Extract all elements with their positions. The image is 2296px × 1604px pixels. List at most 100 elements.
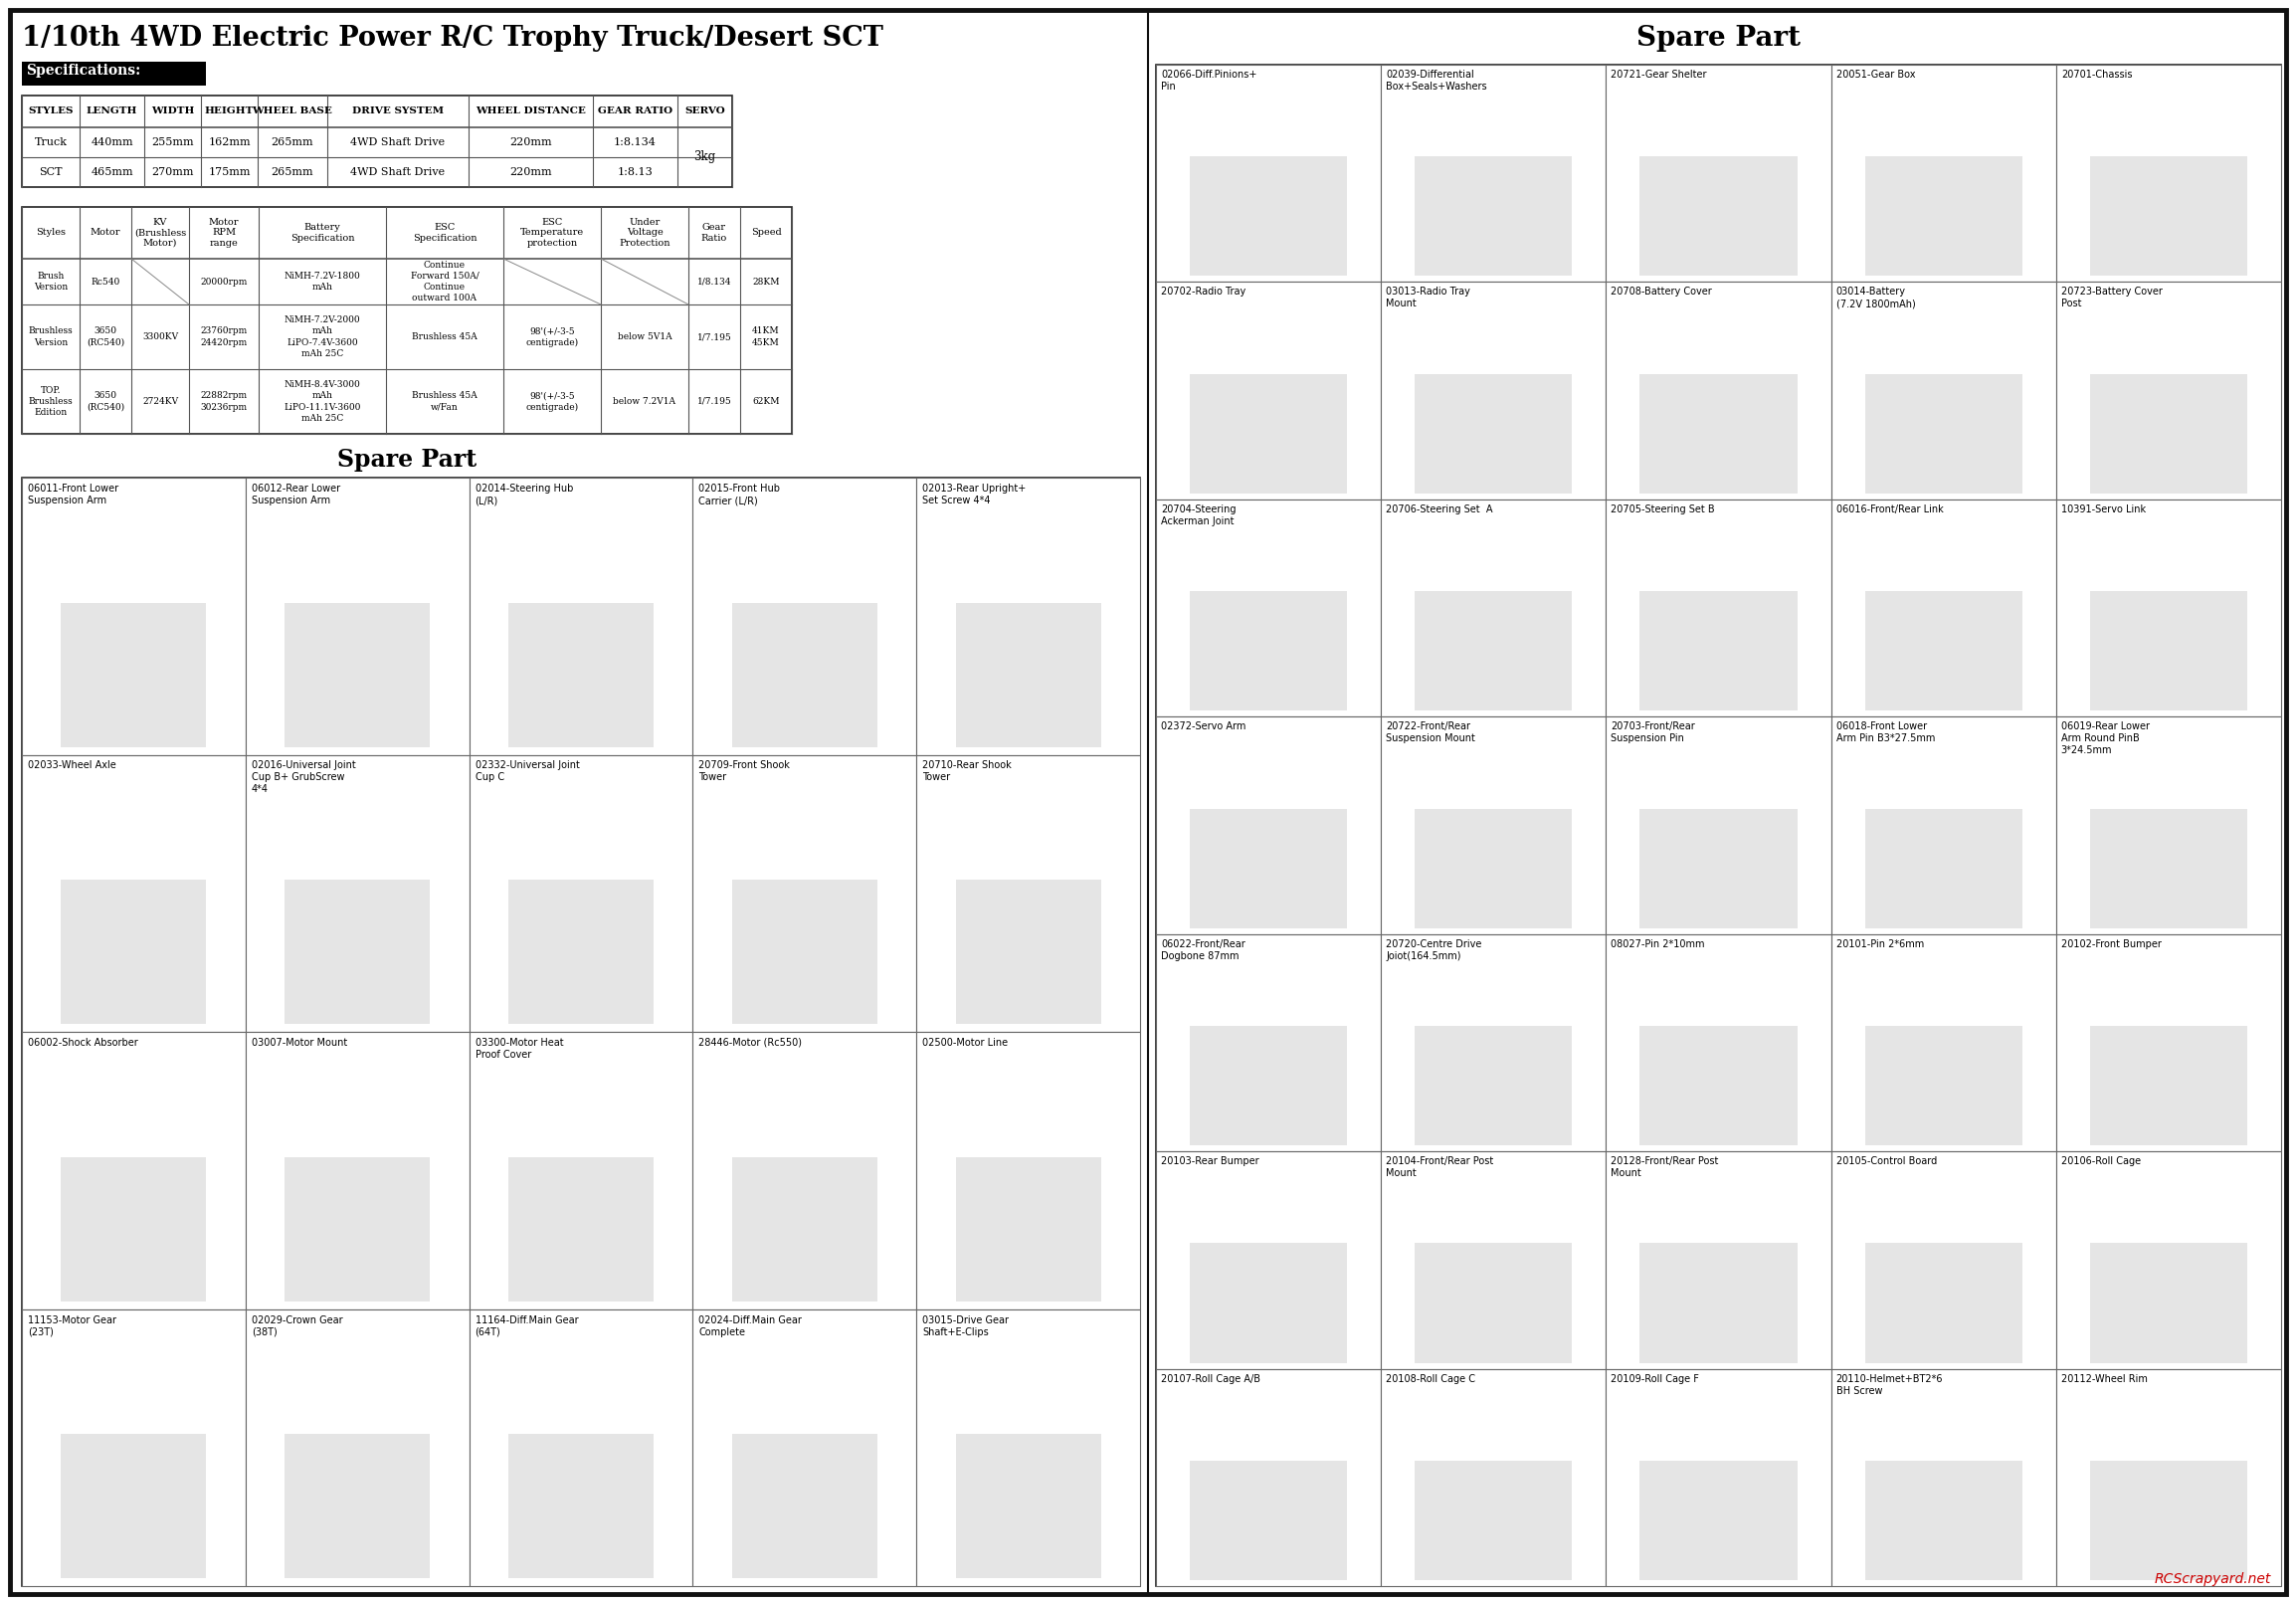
Text: 20051-Gear Box: 20051-Gear Box — [1837, 69, 1915, 80]
Text: Spare Part: Spare Part — [338, 448, 478, 472]
Text: 02332-Universal Joint
Cup C: 02332-Universal Joint Cup C — [475, 760, 579, 783]
Bar — [2055, 499, 2282, 717]
Bar — [955, 1156, 1100, 1301]
Text: 20722-Front/Rear
Suspension Mount: 20722-Front/Rear Suspension Mount — [1387, 722, 1476, 744]
Text: Battery
Specification: Battery Specification — [289, 223, 354, 242]
Bar — [2055, 1152, 2282, 1368]
Bar — [1830, 934, 2055, 1152]
Bar — [1189, 157, 1348, 276]
Bar — [2089, 592, 2248, 711]
Text: Continue
Forward 150A/
Continue
outward 100A: Continue Forward 150A/ Continue outward … — [411, 260, 480, 303]
Text: LENGTH: LENGTH — [87, 107, 138, 115]
Text: 03015-Drive Gear
Shaft+E-Clips: 03015-Drive Gear Shaft+E-Clips — [923, 1315, 1008, 1336]
Text: 20105-Control Board: 20105-Control Board — [1837, 1156, 1938, 1166]
Text: 1/10th 4WD Electric Power R/C Trophy Truck/Desert SCT: 1/10th 4WD Electric Power R/C Trophy Tru… — [23, 26, 884, 51]
Bar — [1155, 1368, 1380, 1586]
Text: 3300KV: 3300KV — [142, 332, 179, 342]
Bar — [1414, 1243, 1573, 1363]
Text: 11153-Motor Gear
(23T): 11153-Motor Gear (23T) — [28, 1315, 117, 1336]
Bar — [1189, 374, 1348, 494]
Bar — [2089, 1027, 2248, 1145]
Text: 4WD Shaft Drive: 4WD Shaft Drive — [351, 167, 445, 176]
Text: 20708-Battery Cover: 20708-Battery Cover — [1612, 287, 1713, 297]
Bar — [246, 1031, 468, 1309]
Text: Motor: Motor — [90, 228, 122, 237]
Text: STYLES: STYLES — [28, 107, 73, 115]
Text: HEIGHT: HEIGHT — [204, 107, 255, 115]
Text: 08027-Pin 2*10mm: 08027-Pin 2*10mm — [1612, 938, 1706, 950]
Bar — [507, 603, 654, 747]
Text: 02024-Diff.Main Gear
Complete: 02024-Diff.Main Gear Complete — [698, 1315, 801, 1336]
Bar — [1605, 717, 1830, 934]
Text: 20703-Front/Rear
Suspension Pin: 20703-Front/Rear Suspension Pin — [1612, 722, 1694, 744]
Bar — [955, 1434, 1100, 1578]
Bar — [2055, 64, 2282, 282]
Bar — [916, 1309, 1141, 1586]
Text: DRIVE SYSTEM: DRIVE SYSTEM — [351, 107, 443, 115]
Bar — [23, 478, 1141, 1586]
Bar — [246, 755, 468, 1031]
Bar — [1380, 282, 1605, 499]
Text: 162mm: 162mm — [209, 138, 250, 148]
Text: 20112-Wheel Rim: 20112-Wheel Rim — [2062, 1373, 2147, 1384]
Text: 28KM: 28KM — [753, 277, 781, 286]
Text: Motor
RPM
range: Motor RPM range — [209, 218, 239, 247]
Bar — [2055, 1368, 2282, 1586]
Bar — [1864, 592, 2023, 711]
Text: 20706-Steering Set  A: 20706-Steering Set A — [1387, 504, 1492, 515]
Text: 175mm: 175mm — [209, 167, 250, 176]
Bar — [246, 478, 468, 755]
Text: 11164-Diff.Main Gear
(64T): 11164-Diff.Main Gear (64T) — [475, 1315, 579, 1336]
Text: 2724KV: 2724KV — [142, 398, 179, 406]
Text: WHEEL BASE: WHEEL BASE — [253, 107, 333, 115]
Bar — [693, 755, 916, 1031]
Bar — [1639, 374, 1798, 494]
Bar — [916, 1031, 1141, 1309]
Text: 06022-Front/Rear
Dogbone 87mm: 06022-Front/Rear Dogbone 87mm — [1162, 938, 1244, 961]
Text: 03007-Motor Mount: 03007-Motor Mount — [253, 1038, 347, 1047]
Text: Spare Part: Spare Part — [1637, 26, 1800, 51]
Bar — [507, 879, 654, 1023]
Bar — [1605, 499, 1830, 717]
Text: 4WD Shaft Drive: 4WD Shaft Drive — [351, 138, 445, 148]
Text: 465mm: 465mm — [92, 167, 133, 176]
Bar — [1155, 499, 1380, 717]
Text: 41KM
45KM: 41KM 45KM — [753, 327, 781, 346]
Text: 03300-Motor Heat
Proof Cover: 03300-Motor Heat Proof Cover — [475, 1038, 563, 1060]
Bar — [732, 1156, 877, 1301]
Text: NiMH-7.2V-1800
mAh: NiMH-7.2V-1800 mAh — [285, 271, 360, 292]
Bar — [916, 478, 1141, 755]
Bar — [1380, 1368, 1605, 1586]
Text: 20723-Battery Cover
Post: 20723-Battery Cover Post — [2062, 287, 2163, 310]
Text: 02013-Rear Upright+
Set Screw 4*4: 02013-Rear Upright+ Set Screw 4*4 — [923, 483, 1026, 505]
Bar — [468, 1031, 693, 1309]
Bar — [1639, 592, 1798, 711]
Bar — [1414, 808, 1573, 929]
Bar — [693, 478, 916, 755]
Text: 3650
(RC540): 3650 (RC540) — [87, 391, 124, 412]
Bar — [2055, 282, 2282, 499]
Text: Under
Voltage
Protection: Under Voltage Protection — [620, 218, 670, 247]
Bar — [1830, 282, 2055, 499]
Bar — [693, 1309, 916, 1586]
Text: NiMH-7.2V-2000
mAh
LiPO-7.4V-3600
mAh 25C: NiMH-7.2V-2000 mAh LiPO-7.4V-3600 mAh 25… — [285, 316, 360, 358]
Bar — [23, 478, 246, 755]
Bar — [62, 1434, 207, 1578]
Text: 20705-Steering Set B: 20705-Steering Set B — [1612, 504, 1715, 515]
Text: 20720-Centre Drive
Joiot(164.5mm): 20720-Centre Drive Joiot(164.5mm) — [1387, 938, 1481, 961]
Bar — [955, 879, 1100, 1023]
Bar — [2089, 808, 2248, 929]
Bar — [955, 603, 1100, 747]
Bar — [1380, 717, 1605, 934]
Text: 22882rpm
30236rpm: 22882rpm 30236rpm — [200, 391, 248, 412]
Bar — [507, 1434, 654, 1578]
Text: 03013-Radio Tray
Mount: 03013-Radio Tray Mount — [1387, 287, 1469, 310]
Bar — [1380, 64, 1605, 282]
Text: Brush
Version: Brush Version — [34, 271, 69, 292]
Bar — [507, 1156, 654, 1301]
Text: 20106-Roll Cage: 20106-Roll Cage — [2062, 1156, 2140, 1166]
Text: 440mm: 440mm — [92, 138, 133, 148]
Bar — [23, 1031, 246, 1309]
Bar — [1830, 499, 2055, 717]
Bar — [1380, 1152, 1605, 1368]
